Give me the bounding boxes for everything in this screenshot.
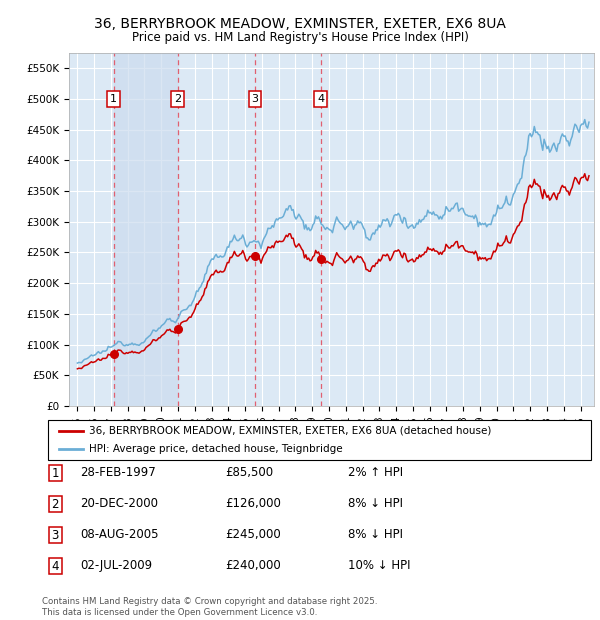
FancyBboxPatch shape <box>49 558 62 574</box>
Text: 28-FEB-1997: 28-FEB-1997 <box>80 466 155 479</box>
Text: Price paid vs. HM Land Registry's House Price Index (HPI): Price paid vs. HM Land Registry's House … <box>131 31 469 44</box>
Text: 8% ↓ HPI: 8% ↓ HPI <box>348 497 403 510</box>
FancyBboxPatch shape <box>49 465 62 481</box>
Bar <box>113 53 178 406</box>
Text: 4: 4 <box>317 94 324 104</box>
Text: 20-DEC-2000: 20-DEC-2000 <box>80 497 158 510</box>
Text: 1: 1 <box>110 94 117 104</box>
Text: 2% ↑ HPI: 2% ↑ HPI <box>348 466 403 479</box>
Text: This data is licensed under the Open Government Licence v3.0.: This data is licensed under the Open Gov… <box>42 608 317 617</box>
FancyBboxPatch shape <box>49 527 62 543</box>
Text: 10% ↓ HPI: 10% ↓ HPI <box>348 559 410 572</box>
Text: 1: 1 <box>52 467 59 479</box>
Text: £240,000: £240,000 <box>225 559 281 572</box>
Text: 3: 3 <box>52 529 59 541</box>
Text: 3: 3 <box>251 94 259 104</box>
FancyBboxPatch shape <box>48 420 591 460</box>
Text: 36, BERRYBROOK MEADOW, EXMINSTER, EXETER, EX6 8UA: 36, BERRYBROOK MEADOW, EXMINSTER, EXETER… <box>94 17 506 32</box>
Text: HPI: Average price, detached house, Teignbridge: HPI: Average price, detached house, Teig… <box>89 444 343 454</box>
Text: 2: 2 <box>174 94 181 104</box>
Text: 8% ↓ HPI: 8% ↓ HPI <box>348 528 403 541</box>
Text: 36, BERRYBROOK MEADOW, EXMINSTER, EXETER, EX6 8UA (detached house): 36, BERRYBROOK MEADOW, EXMINSTER, EXETER… <box>89 425 491 436</box>
Text: 4: 4 <box>52 560 59 572</box>
Text: £245,000: £245,000 <box>225 528 281 541</box>
FancyBboxPatch shape <box>49 496 62 512</box>
Text: 02-JUL-2009: 02-JUL-2009 <box>80 559 152 572</box>
Text: Contains HM Land Registry data © Crown copyright and database right 2025.: Contains HM Land Registry data © Crown c… <box>42 597 377 606</box>
Text: 2: 2 <box>52 498 59 510</box>
Text: 08-AUG-2005: 08-AUG-2005 <box>80 528 158 541</box>
Text: £126,000: £126,000 <box>225 497 281 510</box>
Text: £85,500: £85,500 <box>225 466 273 479</box>
